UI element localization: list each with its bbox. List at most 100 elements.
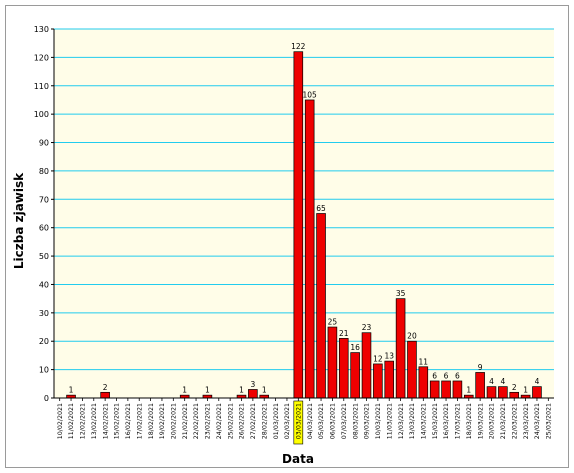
bar — [361, 332, 372, 399]
x-tick-label: 04/03/2021 — [307, 403, 314, 439]
x-tick-label: 24/02/2021 — [216, 403, 223, 439]
x-tick-label: 21/03/2021 — [500, 403, 507, 439]
bar — [350, 352, 360, 399]
x-tick-label: 03/03/2021 — [296, 403, 303, 439]
bar — [304, 99, 315, 399]
y-tick-label: 110 — [34, 82, 49, 91]
bar — [384, 360, 395, 399]
data-label: 1 — [182, 386, 187, 395]
x-tick-label: 10/03/2021 — [375, 403, 382, 439]
data-label: 21 — [339, 329, 349, 338]
x-tick-label: 10/02/2021 — [57, 403, 64, 439]
x-tick-label: 16/02/2021 — [125, 403, 132, 439]
x-tick-label: 22/03/2021 — [511, 403, 518, 439]
x-tick-label: 06/03/2021 — [330, 403, 337, 439]
y-tick-label: 120 — [34, 53, 49, 62]
x-tick-label: 12/02/2021 — [80, 403, 87, 439]
data-label: 4 — [535, 377, 540, 386]
x-tick-label: 14/02/2021 — [102, 403, 109, 439]
x-tick-label: 12/03/2021 — [398, 403, 405, 439]
x-tick-label: 05/03/2021 — [318, 403, 325, 439]
data-label: 4 — [489, 377, 494, 386]
x-tick-label: 11/03/2021 — [386, 403, 393, 439]
x-tick-label: 19/02/2021 — [159, 403, 166, 439]
x-tick-label: 13/02/2021 — [91, 403, 98, 439]
x-tick-label: 27/02/2021 — [250, 403, 257, 439]
data-label: 122 — [291, 42, 306, 51]
bar — [373, 363, 383, 399]
bar — [327, 326, 338, 399]
y-tick-label: 50 — [39, 252, 49, 261]
plot-area — [54, 29, 554, 398]
x-tick-label: 09/03/2021 — [364, 403, 371, 439]
x-tick-label: 08/03/2021 — [352, 403, 359, 439]
data-label: 12 — [373, 354, 383, 363]
bar — [248, 389, 258, 399]
bar — [418, 366, 429, 399]
x-tick-label: 23/03/2021 — [523, 403, 530, 439]
bar — [441, 380, 451, 399]
x-tick-label: 22/02/2021 — [193, 403, 200, 439]
data-label: 11 — [419, 357, 429, 366]
x-tick-label: 01/03/2021 — [273, 403, 280, 439]
data-label: 6 — [455, 371, 460, 380]
y-tick-label: 90 — [39, 139, 49, 148]
x-tick-label: 17/03/2021 — [455, 403, 462, 439]
data-label: 13 — [384, 352, 394, 361]
x-tick-label: 18/03/2021 — [466, 403, 473, 439]
data-label: 1 — [523, 386, 528, 395]
x-tick-label: 07/03/2021 — [341, 403, 348, 439]
bar — [509, 391, 520, 399]
y-tick-label: 100 — [34, 110, 49, 119]
data-label: 65 — [316, 204, 326, 213]
data-label: 105 — [303, 90, 318, 99]
data-label: 1 — [205, 386, 210, 395]
y-tick-label: 60 — [39, 224, 49, 233]
x-tick-label: 26/02/2021 — [239, 403, 246, 439]
x-tick-label: 20/02/2021 — [171, 403, 178, 439]
y-axis-title: Liczba zjawisk — [12, 172, 26, 269]
data-label: 1 — [239, 386, 244, 395]
bar — [100, 391, 110, 399]
data-label: 6 — [432, 371, 437, 380]
bar — [338, 338, 349, 399]
data-label: 1 — [466, 386, 471, 395]
y-tick-label: 20 — [39, 337, 49, 346]
bar — [498, 386, 508, 399]
bar — [532, 386, 542, 399]
data-label: 3 — [250, 380, 255, 389]
x-tick-label: 15/02/2021 — [114, 403, 121, 439]
x-tick-label: 16/03/2021 — [443, 403, 450, 439]
x-tick-label: 19/03/2021 — [477, 403, 484, 439]
x-axis-title: Data — [282, 452, 314, 466]
x-tick-label: 25/02/2021 — [227, 403, 234, 439]
data-label: 4 — [500, 377, 505, 386]
x-tick-label: 14/03/2021 — [421, 403, 428, 439]
x-tick-label: 17/02/2021 — [136, 403, 143, 439]
bar — [316, 213, 326, 399]
y-tick-label: 70 — [39, 195, 49, 204]
bar — [407, 340, 417, 399]
x-tick-label: 28/02/2021 — [261, 403, 268, 439]
y-tick-label: 40 — [39, 280, 49, 289]
highlight-marker — [293, 400, 304, 445]
x-tick-label: 21/02/2021 — [182, 403, 189, 439]
y-tick-label: 130 — [34, 25, 49, 34]
data-label: 20 — [407, 332, 417, 341]
x-tick-label: 25/03/2021 — [546, 403, 553, 439]
x-tick-label: 02/03/2021 — [284, 403, 291, 439]
data-label: 23 — [362, 323, 372, 332]
y-tick-label: 30 — [39, 309, 49, 318]
data-label: 1 — [262, 386, 267, 395]
data-label: 2 — [103, 383, 108, 392]
bar — [452, 380, 463, 399]
bar — [486, 386, 497, 399]
data-label: 6 — [444, 371, 449, 380]
bar — [293, 51, 304, 399]
x-tick-label: 15/03/2021 — [432, 403, 439, 439]
x-tick-label: 20/03/2021 — [489, 403, 496, 439]
x-tick-label: 23/02/2021 — [205, 403, 212, 439]
y-tick-label: 10 — [39, 366, 49, 375]
